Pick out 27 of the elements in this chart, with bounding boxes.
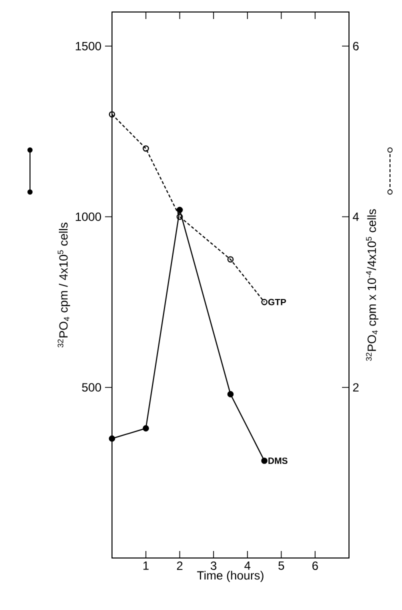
point bbox=[108, 111, 116, 118]
x-tick-label: 4 bbox=[244, 562, 250, 570]
x-tick-label: 5 bbox=[278, 562, 284, 570]
point bbox=[227, 391, 234, 398]
series-label: GTP bbox=[268, 298, 286, 306]
point bbox=[176, 214, 183, 220]
x-tick-label: 1 bbox=[143, 562, 149, 570]
y-tick-label: 500 bbox=[82, 383, 102, 392]
y-tick-label: 1500 bbox=[76, 42, 102, 50]
y-axis-title: $^{32}$PO$_{4}$ cpm / 4x10$^{5}$ cells bbox=[58, 222, 70, 348]
x-tick-label: 2 bbox=[176, 562, 182, 570]
point bbox=[261, 458, 268, 464]
y2-axis-title: $^{32}$PO$_{4}$ cpm x 10$^{-4}$/4x10$^{5}$ cells bbox=[366, 209, 378, 361]
point bbox=[142, 425, 149, 432]
x-tick-label: 6 bbox=[312, 562, 318, 570]
point bbox=[261, 298, 268, 306]
y2-tick-label: 6 bbox=[353, 42, 359, 50]
x-tick-label: 3 bbox=[210, 562, 216, 570]
series-label: DMS bbox=[268, 458, 288, 464]
x-axis-title: Time (hours) bbox=[197, 570, 264, 582]
point bbox=[142, 145, 149, 152]
y-tick-label: 1000 bbox=[76, 212, 102, 221]
point bbox=[108, 435, 116, 442]
y2-tick-label: 2 bbox=[353, 383, 359, 392]
y2-tick-label: 4 bbox=[352, 212, 359, 221]
point bbox=[227, 256, 234, 263]
point bbox=[176, 206, 183, 214]
